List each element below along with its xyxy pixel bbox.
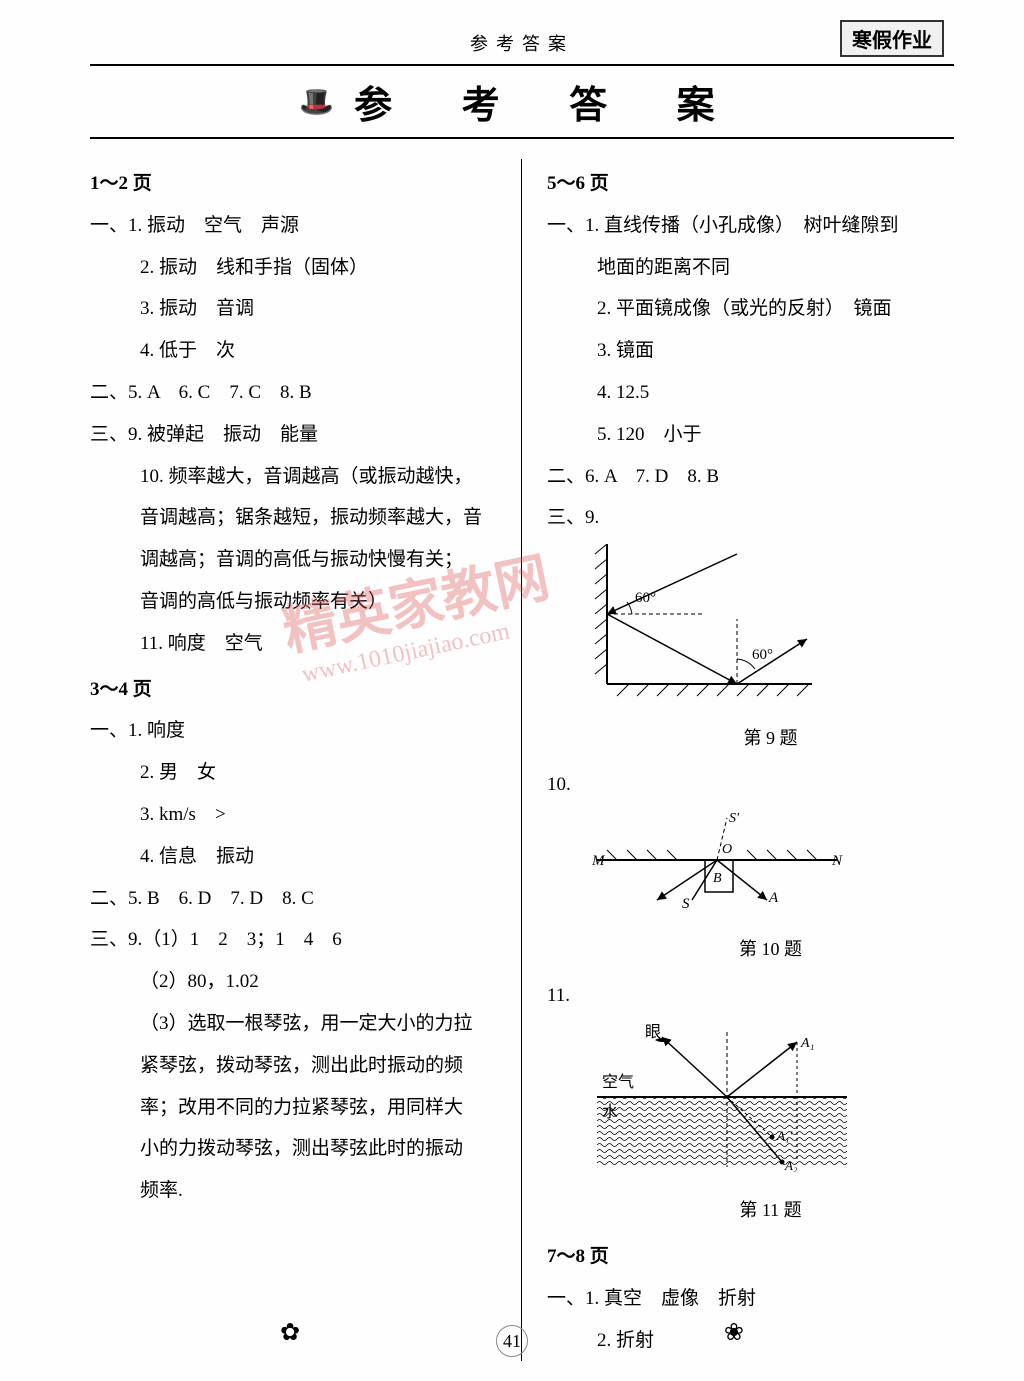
diagram-11: 眼 空气 水 A₁ A₁' A₂ 第 11 题 xyxy=(587,1022,954,1231)
section-header: 5～6 页 xyxy=(547,163,954,205)
answer-line: 4. 12.5 xyxy=(547,372,954,414)
diagram-9: 60° 60° 第 9 题 xyxy=(587,544,954,758)
header-small: 参考答案 xyxy=(90,30,954,56)
label-air: 空气 xyxy=(602,1073,634,1091)
answer-line: 3. 振动 音调 xyxy=(90,288,501,330)
label-S: S xyxy=(682,896,690,910)
answer-line: 紧琴弦，拨动琴弦，测出此时振动的频 xyxy=(90,1045,501,1087)
hat-icon: 🎩 xyxy=(299,85,334,119)
answer-line: 音调越高；锯条越短，振动频率越大，音 xyxy=(90,497,501,539)
label-A2: A₂ xyxy=(784,1158,798,1172)
answer-line: 调越高；音调的高低与振动快慢有关； xyxy=(90,539,501,581)
label-B: B xyxy=(713,871,722,886)
answer-line: 一、1. 响度 xyxy=(90,710,501,752)
section-header: 1～2 页 xyxy=(90,163,501,205)
answer-line: 二、5. B 6. D 7. D 8. C xyxy=(90,878,501,920)
footer-decoration-icon: ✿ xyxy=(280,1318,300,1347)
answer-line: （2）80，1.02 xyxy=(90,961,501,1003)
page-number: 41 xyxy=(496,1325,528,1357)
answer-line: 二、5. A 6. C 7. C 8. B xyxy=(90,372,501,414)
label-A: A xyxy=(768,890,779,906)
answer-line: 二、6. A 7. D 8. B xyxy=(547,456,954,498)
answer-line: 2. 振动 线和手指（固体） xyxy=(90,247,501,289)
diagram-caption: 第 9 题 xyxy=(587,719,954,759)
answer-line: 11. 响度 空气 xyxy=(90,623,501,665)
left-column: 1～2 页 一、1. 振动 空气 声源 2. 振动 线和手指（固体） 3. 振动… xyxy=(90,159,522,1361)
answer-line: 地面的距离不同 xyxy=(547,247,954,289)
answer-line: 5. 120 小于 xyxy=(547,414,954,456)
diagram-caption: 第 11 题 xyxy=(587,1191,954,1231)
label-A1: A₁ xyxy=(800,1036,814,1051)
label-Sp: S' xyxy=(729,811,740,826)
header-box: 寒假作业 xyxy=(840,20,944,57)
answer-line: 2. 男 女 xyxy=(90,752,501,794)
label-A1p: A₁' xyxy=(776,1128,792,1143)
answer-line: 11. xyxy=(547,975,954,1017)
answer-line: 一、1. 真空 虚像 折射 xyxy=(547,1278,954,1320)
answer-line: 3. km/s > xyxy=(90,794,501,836)
angle-label: 60° xyxy=(635,590,656,606)
answer-line: 3. 镜面 xyxy=(547,330,954,372)
label-eye: 眼 xyxy=(645,1023,661,1041)
diagram-10: M N O S' S B A 第 10 题 xyxy=(587,810,954,969)
answer-line: 4. 低于 次 xyxy=(90,330,501,372)
label-O: O xyxy=(722,842,732,857)
title-row: 🎩 参 考 答 案 xyxy=(90,64,954,139)
answer-line: （3）选取一根琴弦，用一定大小的力拉 xyxy=(90,1003,501,1045)
answer-line: 4. 信息 振动 xyxy=(90,836,501,878)
answer-line: 率；改用不同的力拉紧琴弦，用同样大 xyxy=(90,1087,501,1129)
section-header: 3～4 页 xyxy=(90,669,501,711)
diagram-caption: 第 10 题 xyxy=(587,930,954,970)
section-header: 7～8 页 xyxy=(547,1236,954,1278)
label-N: N xyxy=(831,853,843,869)
answer-line: 小的力拨动琴弦，测出琴弦此时的振动 xyxy=(90,1128,501,1170)
right-column: 5～6 页 一、1. 直线传播（小孔成像） 树叶缝隙到 地面的距离不同 2. 平… xyxy=(522,159,954,1361)
angle-label: 60° xyxy=(752,647,773,663)
answer-line: 2. 平面镜成像（或光的反射） 镜面 xyxy=(547,288,954,330)
answer-line: 频率. xyxy=(90,1170,501,1212)
answer-line: 音调的高低与振动频率有关） xyxy=(90,581,501,623)
answer-line: 10. 频率越大，音调越高（或振动越快， xyxy=(90,456,501,498)
answer-line: 三、9. 被弹起 振动 能量 xyxy=(90,414,501,456)
label-M: M xyxy=(591,853,606,869)
answer-line: 一、1. 振动 空气 声源 xyxy=(90,205,501,247)
answer-line: 三、9. xyxy=(547,497,954,539)
answer-line: 三、9.（1）1 2 3；1 4 6 xyxy=(90,919,501,961)
footer-decoration-icon: ❀ xyxy=(724,1318,744,1347)
label-water: 水 xyxy=(602,1103,618,1121)
footer: ✿ 41 ❀ xyxy=(0,1325,1024,1357)
page-title: 参 考 答 案 xyxy=(354,74,745,129)
answer-line: 10. xyxy=(547,764,954,806)
answer-line: 一、1. 直线传播（小孔成像） 树叶缝隙到 xyxy=(547,205,954,247)
